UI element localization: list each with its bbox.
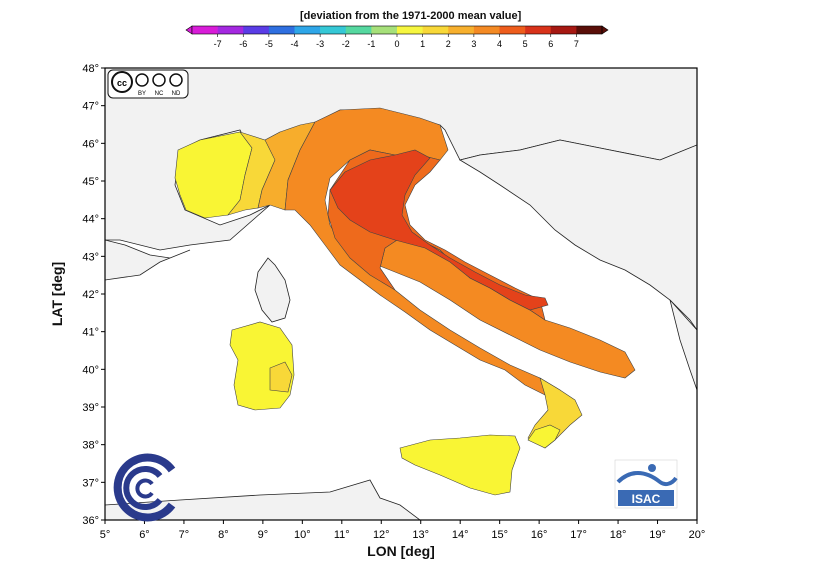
lat-tick-label: 48° — [82, 63, 99, 75]
land-north-africa — [105, 479, 421, 520]
isac-logo: ISAC — [614, 459, 678, 509]
lat-tick-label: 45° — [82, 176, 99, 188]
land-corsica — [254, 257, 291, 323]
colorbar-tick-label: -4 — [290, 39, 298, 49]
lon-tick-label: 17° — [570, 529, 587, 541]
lon-tick-label: 19° — [649, 529, 666, 541]
colorbar-title: [deviation from the 1971-2000 mean value… — [300, 10, 522, 22]
lon-tick-label: 6° — [139, 529, 150, 541]
italy-calabria-tip — [527, 424, 561, 449]
lat-tick-label: 43° — [82, 251, 99, 263]
colorbar-swatch — [422, 26, 449, 34]
map-panel — [104, 67, 698, 521]
colorbar-swatch — [268, 26, 295, 34]
lat-tick-label: 41° — [82, 327, 99, 339]
colorbar-tick-label: -1 — [367, 39, 375, 49]
lon-tick-label: 9° — [258, 529, 269, 541]
colorbar-tick-label: -2 — [342, 39, 350, 49]
colorbar-swatch — [448, 26, 475, 34]
lon-tick-label: 14° — [452, 529, 469, 541]
colorbar-swatch — [525, 26, 552, 34]
lon-tick-label: 18° — [610, 529, 627, 541]
colorbar-swatch — [192, 26, 218, 34]
lon-tick-label: 20° — [689, 529, 706, 541]
noncommercial-icon — [152, 73, 166, 87]
colorbar-tick-label: 6 — [548, 39, 553, 49]
noderivatives-icon — [169, 73, 183, 87]
cnr-logo — [113, 453, 176, 522]
lon-tick-label: 8° — [218, 529, 229, 541]
colorbar-tick-label: 1 — [420, 39, 425, 49]
nd-label: ND — [172, 91, 181, 97]
isac-label: ISAC — [632, 492, 661, 506]
colorbar-swatch — [550, 26, 577, 34]
colorbar-tick-label: 7 — [574, 39, 579, 49]
y-axis-label: LAT [deg] — [49, 262, 65, 326]
colorbar-tick-label: 4 — [497, 39, 502, 49]
lat-tick-label: 47° — [82, 101, 99, 113]
lon-tick-label: 15° — [491, 529, 508, 541]
lon-tick-label: 5° — [100, 529, 111, 541]
colorbar-ticks: -7 -6 -5 -4 -3 -2 -1 0 1 2 3 4 5 6 7 — [214, 34, 579, 49]
land-iberia-france-coast — [105, 239, 191, 281]
colorbar-swatch — [499, 26, 526, 34]
colorbar-tick-label: 3 — [471, 39, 476, 49]
colorbar-swatch — [473, 26, 500, 34]
lon-tick-label: 7° — [179, 529, 190, 541]
colorbar-swatch — [576, 26, 603, 34]
colorbar-tick-label: -3 — [316, 39, 324, 49]
cc-label: cc — [117, 78, 127, 88]
lon-tick-label: 10° — [294, 529, 311, 541]
colorbar-arrow-left — [185, 25, 193, 35]
land-balkans-south — [669, 299, 697, 391]
colorbar-tick-label: -5 — [265, 39, 273, 49]
colorbar-swatch — [345, 26, 372, 34]
lat-tick-label: 44° — [82, 214, 99, 226]
colorbar-swatch — [320, 26, 347, 34]
colorbar-swatch — [243, 26, 270, 34]
lat-tick-label: 38° — [82, 440, 99, 452]
lon-tick-label: 13° — [412, 529, 429, 541]
colorbar-tick-label: -7 — [214, 39, 222, 49]
colorbar-swatch — [371, 26, 398, 34]
colorbar-tick-label: 5 — [523, 39, 528, 49]
lat-tick-label: 42° — [82, 289, 99, 301]
lat-tick-label: 39° — [82, 402, 99, 414]
lon-tick-label: 11° — [334, 529, 350, 541]
lat-tick-label: 37° — [82, 477, 99, 489]
wave-icon — [616, 471, 678, 487]
colorbar-tick-label: 0 — [394, 39, 399, 49]
x-axis-label: LON [deg] — [367, 543, 435, 559]
lat-tick-label: 46° — [82, 138, 99, 150]
sicily — [399, 434, 521, 496]
lon-tick-label: 16° — [531, 529, 548, 541]
colorbar — [185, 25, 609, 35]
latitude-axis: 36° 37° 38° 39° 40° 41° 42° 43° 44° 45° 46° 47° 48° — [82, 63, 105, 527]
lon-tick-label: 12° — [373, 529, 390, 541]
colorbar-swatch — [294, 26, 321, 34]
cc-license-badge: cc BY NC ND — [107, 69, 189, 99]
colorbar-tick-label: -6 — [239, 39, 247, 49]
colorbar-tick-label: 2 — [446, 39, 451, 49]
colorbar-swatch — [217, 26, 244, 34]
sardinia-east — [269, 361, 293, 393]
lat-tick-label: 36° — [82, 515, 99, 527]
nc-label: NC — [155, 91, 164, 97]
attribution-icon — [135, 73, 149, 87]
colorbar-arrow-right — [601, 25, 609, 35]
cc-icon — [111, 71, 133, 93]
colorbar-swatch — [397, 26, 423, 34]
italy-zone-6 — [329, 149, 549, 311]
longitude-axis: 5° 6° 7° 8° 9° 10° 11° 12° 13° 14° 15° 16° 17° 18° 19°… — [100, 520, 706, 541]
lat-tick-label: 40° — [82, 364, 99, 376]
by-label: BY — [138, 91, 146, 97]
